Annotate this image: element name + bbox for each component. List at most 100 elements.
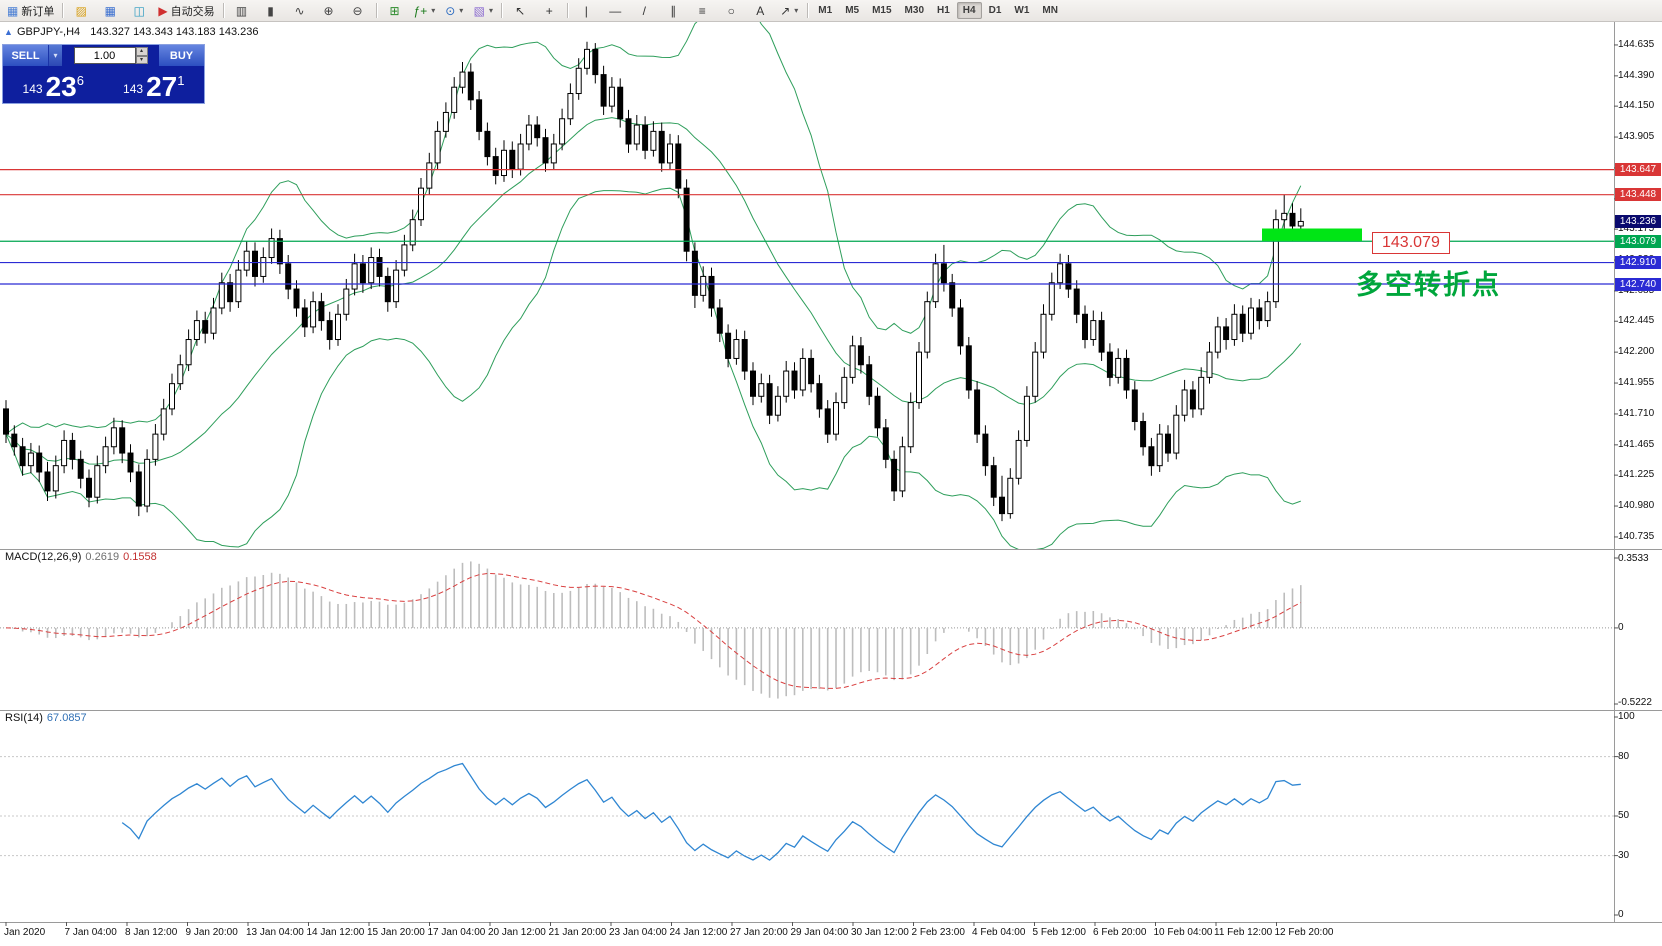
crosshair-button[interactable]: + <box>535 1 563 21</box>
volume-spinner[interactable]: ▴ ▾ <box>135 47 148 64</box>
price-axis-label: 144.390 <box>1618 69 1655 81</box>
candlestick-chart-button[interactable]: ▮ <box>257 1 285 21</box>
time-axis-label: Jan 2020 <box>4 927 46 938</box>
price-level-badge: 142.740 <box>1615 277 1661 291</box>
time-axis-label: 14 Jan 12:00 <box>306 927 365 938</box>
price-axis-label: 140.980 <box>1618 500 1655 512</box>
sell-price-sup: 6 <box>76 73 84 88</box>
trendline-button[interactable]: / <box>630 1 658 21</box>
price-axis-label: 142.445 <box>1618 315 1655 327</box>
toolbar-separator <box>375 3 377 18</box>
buy-price-prefix: 143 <box>123 82 144 96</box>
time-axis-label: 2 Feb 23:00 <box>911 927 965 938</box>
timeframe-m30[interactable]: M30 <box>899 2 930 19</box>
order-type-dropdown[interactable]: ▾ <box>48 45 62 66</box>
periods-button[interactable]: ⊙ ▾ <box>440 1 468 21</box>
cursor-icon: ↖ <box>515 3 526 18</box>
tile-windows-icon: ⊞ <box>389 3 400 18</box>
chart-area[interactable]: ▲ GBPJPY-,H4 143.327 143.343 143.183 143… <box>0 22 1662 946</box>
rsi-scale-label: 0 <box>1618 909 1624 920</box>
templates-button[interactable]: ▧ ▾ <box>469 1 497 21</box>
tile-windows-button[interactable]: ⊞ <box>381 1 409 21</box>
crosshair-icon: + <box>545 3 553 18</box>
market-watch-button[interactable]: ▦ <box>96 1 124 21</box>
chevron-down-icon: ▾ <box>794 6 799 15</box>
fibonacci-button[interactable]: ≡ <box>688 1 716 21</box>
price-axis-label: 144.635 <box>1618 38 1655 50</box>
sell-price[interactable]: 143 23 6 <box>3 66 104 103</box>
volume-down-icon[interactable]: ▾ <box>135 55 148 64</box>
timeframe-m5[interactable]: M5 <box>839 2 865 19</box>
timeframe-m1[interactable]: M1 <box>812 2 838 19</box>
buy-price[interactable]: 143 27 1 <box>104 66 205 103</box>
time-axis-label: 4 Feb 04:00 <box>972 927 1026 938</box>
timeframe-mn[interactable]: MN <box>1036 2 1064 19</box>
sell-button[interactable]: SELL <box>3 45 48 66</box>
toolbar-separator <box>807 3 809 18</box>
text-button[interactable]: A <box>746 1 774 21</box>
vertical-line-button[interactable]: | <box>572 1 600 21</box>
time-axis-label: 11 Feb 12:00 <box>1214 927 1273 938</box>
chart-title: GBPJPY-,H4 143.327 143.343 143.183 143.2… <box>17 26 258 38</box>
chevron-down-icon: ▾ <box>488 6 493 15</box>
chart-canvas[interactable] <box>0 22 1662 946</box>
navigator-icon: ◫ <box>133 3 146 18</box>
horizontal-line-button[interactable]: — <box>601 1 629 21</box>
new-order-icon: ▦ <box>7 3 19 18</box>
symbol-period-label: GBPJPY-,H4 <box>17 26 81 38</box>
channel-icon: ∥ <box>670 3 677 18</box>
channel-button[interactable]: ∥ <box>659 1 687 21</box>
new-order-button[interactable]: ▦ 新订单 <box>3 1 58 21</box>
time-axis-label: 7 Jan 04:00 <box>64 927 117 938</box>
timeframe-m5-label: M5 <box>845 5 860 16</box>
price-axis-label: 143.905 <box>1618 131 1655 143</box>
shapes-button[interactable]: ○ <box>717 1 745 21</box>
timeframe-h4[interactable]: H4 <box>956 2 982 19</box>
timeframe-h1[interactable]: H1 <box>931 2 956 19</box>
zoom-in-button[interactable]: ⊕ <box>315 1 343 21</box>
macd-signal-value: 0.1558 <box>123 551 157 563</box>
trendline-icon: / <box>642 3 646 18</box>
arrows-button[interactable]: ↗ ▾ <box>775 1 803 21</box>
line-chart-button[interactable]: ∿ <box>286 1 314 21</box>
profiles-button[interactable]: ▨ <box>67 1 95 21</box>
bar-chart-button[interactable]: ▥ <box>228 1 256 21</box>
text-icon: A <box>756 3 765 18</box>
zoom-in-icon: ⊕ <box>323 3 334 18</box>
line-chart-icon: ∿ <box>294 3 305 18</box>
timeframe-d1[interactable]: D1 <box>983 2 1008 19</box>
navigator-button[interactable]: ◫ <box>125 1 153 21</box>
price-level-badge: 143.647 <box>1615 163 1661 177</box>
rsi-indicator-label: RSI(14) 67.0857 <box>5 712 87 724</box>
price-level-badge: 142.910 <box>1615 256 1661 270</box>
macd-histogram <box>13 561 1302 699</box>
timeframe-m15[interactable]: M15 <box>866 2 897 19</box>
sell-price-prefix: 143 <box>22 82 43 96</box>
timeframe-m15-label: M15 <box>872 5 892 16</box>
price-level-label[interactable]: 143.079 <box>1372 232 1450 254</box>
market-watch-icon: ▦ <box>104 3 117 18</box>
zoom-out-button[interactable]: ⊖ <box>344 1 372 21</box>
volume-up-icon[interactable]: ▴ <box>135 47 148 56</box>
rsi-line <box>121 762 1301 861</box>
timeframe-w1[interactable]: W1 <box>1008 2 1035 19</box>
annotation-text[interactable]: 多空转折点 <box>1356 270 1501 300</box>
buy-button[interactable]: BUY <box>159 45 204 66</box>
time-axis-label: 10 Feb 04:00 <box>1153 927 1213 938</box>
price-axis-label: 141.225 <box>1618 469 1655 481</box>
chevron-down-icon: ▾ <box>431 6 436 15</box>
time-axis-label: 12 Feb 20:00 <box>1274 927 1334 938</box>
periods-icon: ⊙ <box>445 3 456 18</box>
shapes-icon: ○ <box>727 3 735 18</box>
toolbar: ▦ 新订单 ▨ ▦ ◫ ▶ 自动交易 ▥ ▮ ∿ ⊕ ⊖ ⊞ ƒ+ ▾ ⊙ ▾ ▧ ▾ ↖ + | — / ∥ ≡ ○ A ↗ ▾ M1 M5… <box>0 0 1662 22</box>
cursor-button[interactable]: ↖ <box>506 1 534 21</box>
new-order-button-label: 新订单 <box>21 5 55 18</box>
highlight-rectangle[interactable] <box>1262 228 1362 241</box>
time-axis-label: 20 Jan 12:00 <box>488 927 546 938</box>
indicators-button[interactable]: ƒ+ ▾ <box>410 1 440 21</box>
macd-scale-label: 0 <box>1618 621 1624 633</box>
autotrading-button[interactable]: ▶ 自动交易 <box>154 1 218 21</box>
volume-input[interactable] <box>73 47 136 64</box>
price-axis-label: 140.735 <box>1618 530 1655 542</box>
macd-signal-line <box>5 572 1302 689</box>
